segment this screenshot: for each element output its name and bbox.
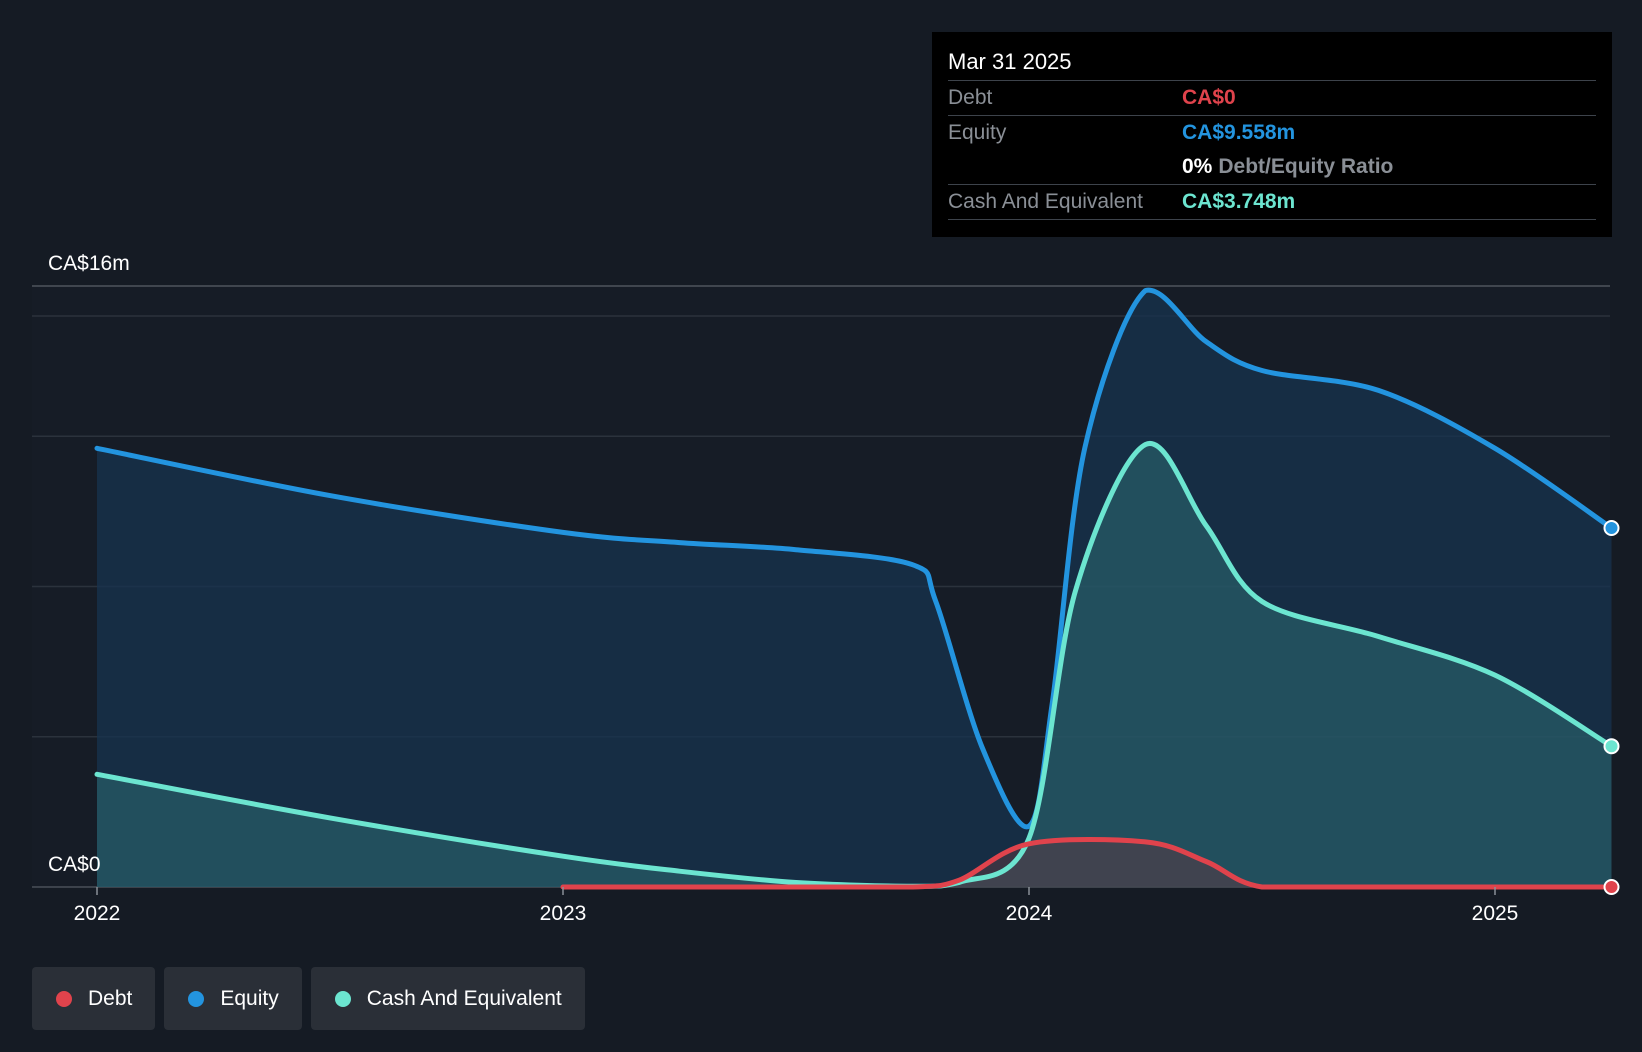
- area-debt: [563, 839, 1612, 887]
- x-tick-label-2025: 2025: [1472, 902, 1519, 925]
- x-tick-label-2022: 2022: [74, 902, 121, 925]
- tooltip-ratio-value: 0%: [1182, 155, 1213, 178]
- series-lines: [94, 287, 1614, 890]
- x-axis-ticks: 2022 2023 2024 2025: [74, 887, 1519, 925]
- tooltip-equity-row: Equity CA$9.558m: [948, 116, 1596, 150]
- y-axis-label-min: CA$0: [48, 853, 101, 876]
- line-cash-and-equivalent: [94, 440, 1614, 889]
- tooltip-date: Mar 31 2025: [948, 44, 1596, 81]
- tooltip-debt-label: Debt: [948, 86, 993, 109]
- tooltip-panel: Mar 31 2025 Debt CA$0 Equity CA$9.558m 0…: [932, 32, 1612, 237]
- area-cash-and-equivalent: [97, 443, 1612, 887]
- x-tick-label-2023: 2023: [540, 902, 587, 925]
- tooltip-equity-value: CA$9.558m: [1182, 121, 1296, 144]
- series-areas: [97, 290, 1612, 888]
- tooltip-ratio-row: 0% Debt/Equity Ratio: [948, 150, 1596, 185]
- endpoint-cash-and-equivalent: [1603, 738, 1620, 755]
- legend-label-debt: Debt: [88, 986, 133, 1010]
- tooltip-debt-value: CA$0: [1182, 86, 1236, 109]
- series-endpoints: [1603, 519, 1620, 895]
- tooltip-cash-row: Cash And Equivalent CA$3.748m: [948, 185, 1596, 220]
- x-tick-label-2024: 2024: [1006, 902, 1053, 925]
- tooltip-cash-label: Cash And Equivalent: [948, 190, 1143, 213]
- legend-item-cash[interactable]: Cash And Equivalent: [310, 967, 585, 1030]
- legend-dot-cash: [334, 990, 351, 1007]
- endpoint-equity: [1603, 519, 1620, 536]
- y-axis-labels: CA$0 CA$16m: [48, 252, 130, 876]
- legend-dot-equity: [188, 990, 205, 1007]
- line-equity: [94, 287, 1614, 830]
- chart-legend: Debt Equity Cash And Equivalent: [32, 967, 585, 1030]
- legend-item-equity[interactable]: Equity: [164, 967, 302, 1030]
- tooltip-equity-label: Equity: [948, 121, 1007, 144]
- legend-label-equity: Equity: [220, 986, 279, 1010]
- y-axis-label-max: CA$16m: [48, 252, 130, 275]
- tooltip-debt-row: Debt CA$0: [948, 81, 1596, 116]
- tooltip-cash-value: CA$3.748m: [1182, 190, 1296, 213]
- line-debt: [560, 837, 1614, 890]
- tooltip-ratio: 0% Debt/Equity Ratio: [1182, 150, 1393, 184]
- endpoint-debt: [1603, 879, 1620, 895]
- legend-label-cash: Cash And Equivalent: [366, 986, 562, 1010]
- tooltip-ratio-label: Debt/Equity Ratio: [1218, 155, 1394, 178]
- legend-item-debt[interactable]: Debt: [32, 967, 156, 1030]
- legend-dot-debt: [56, 990, 72, 1007]
